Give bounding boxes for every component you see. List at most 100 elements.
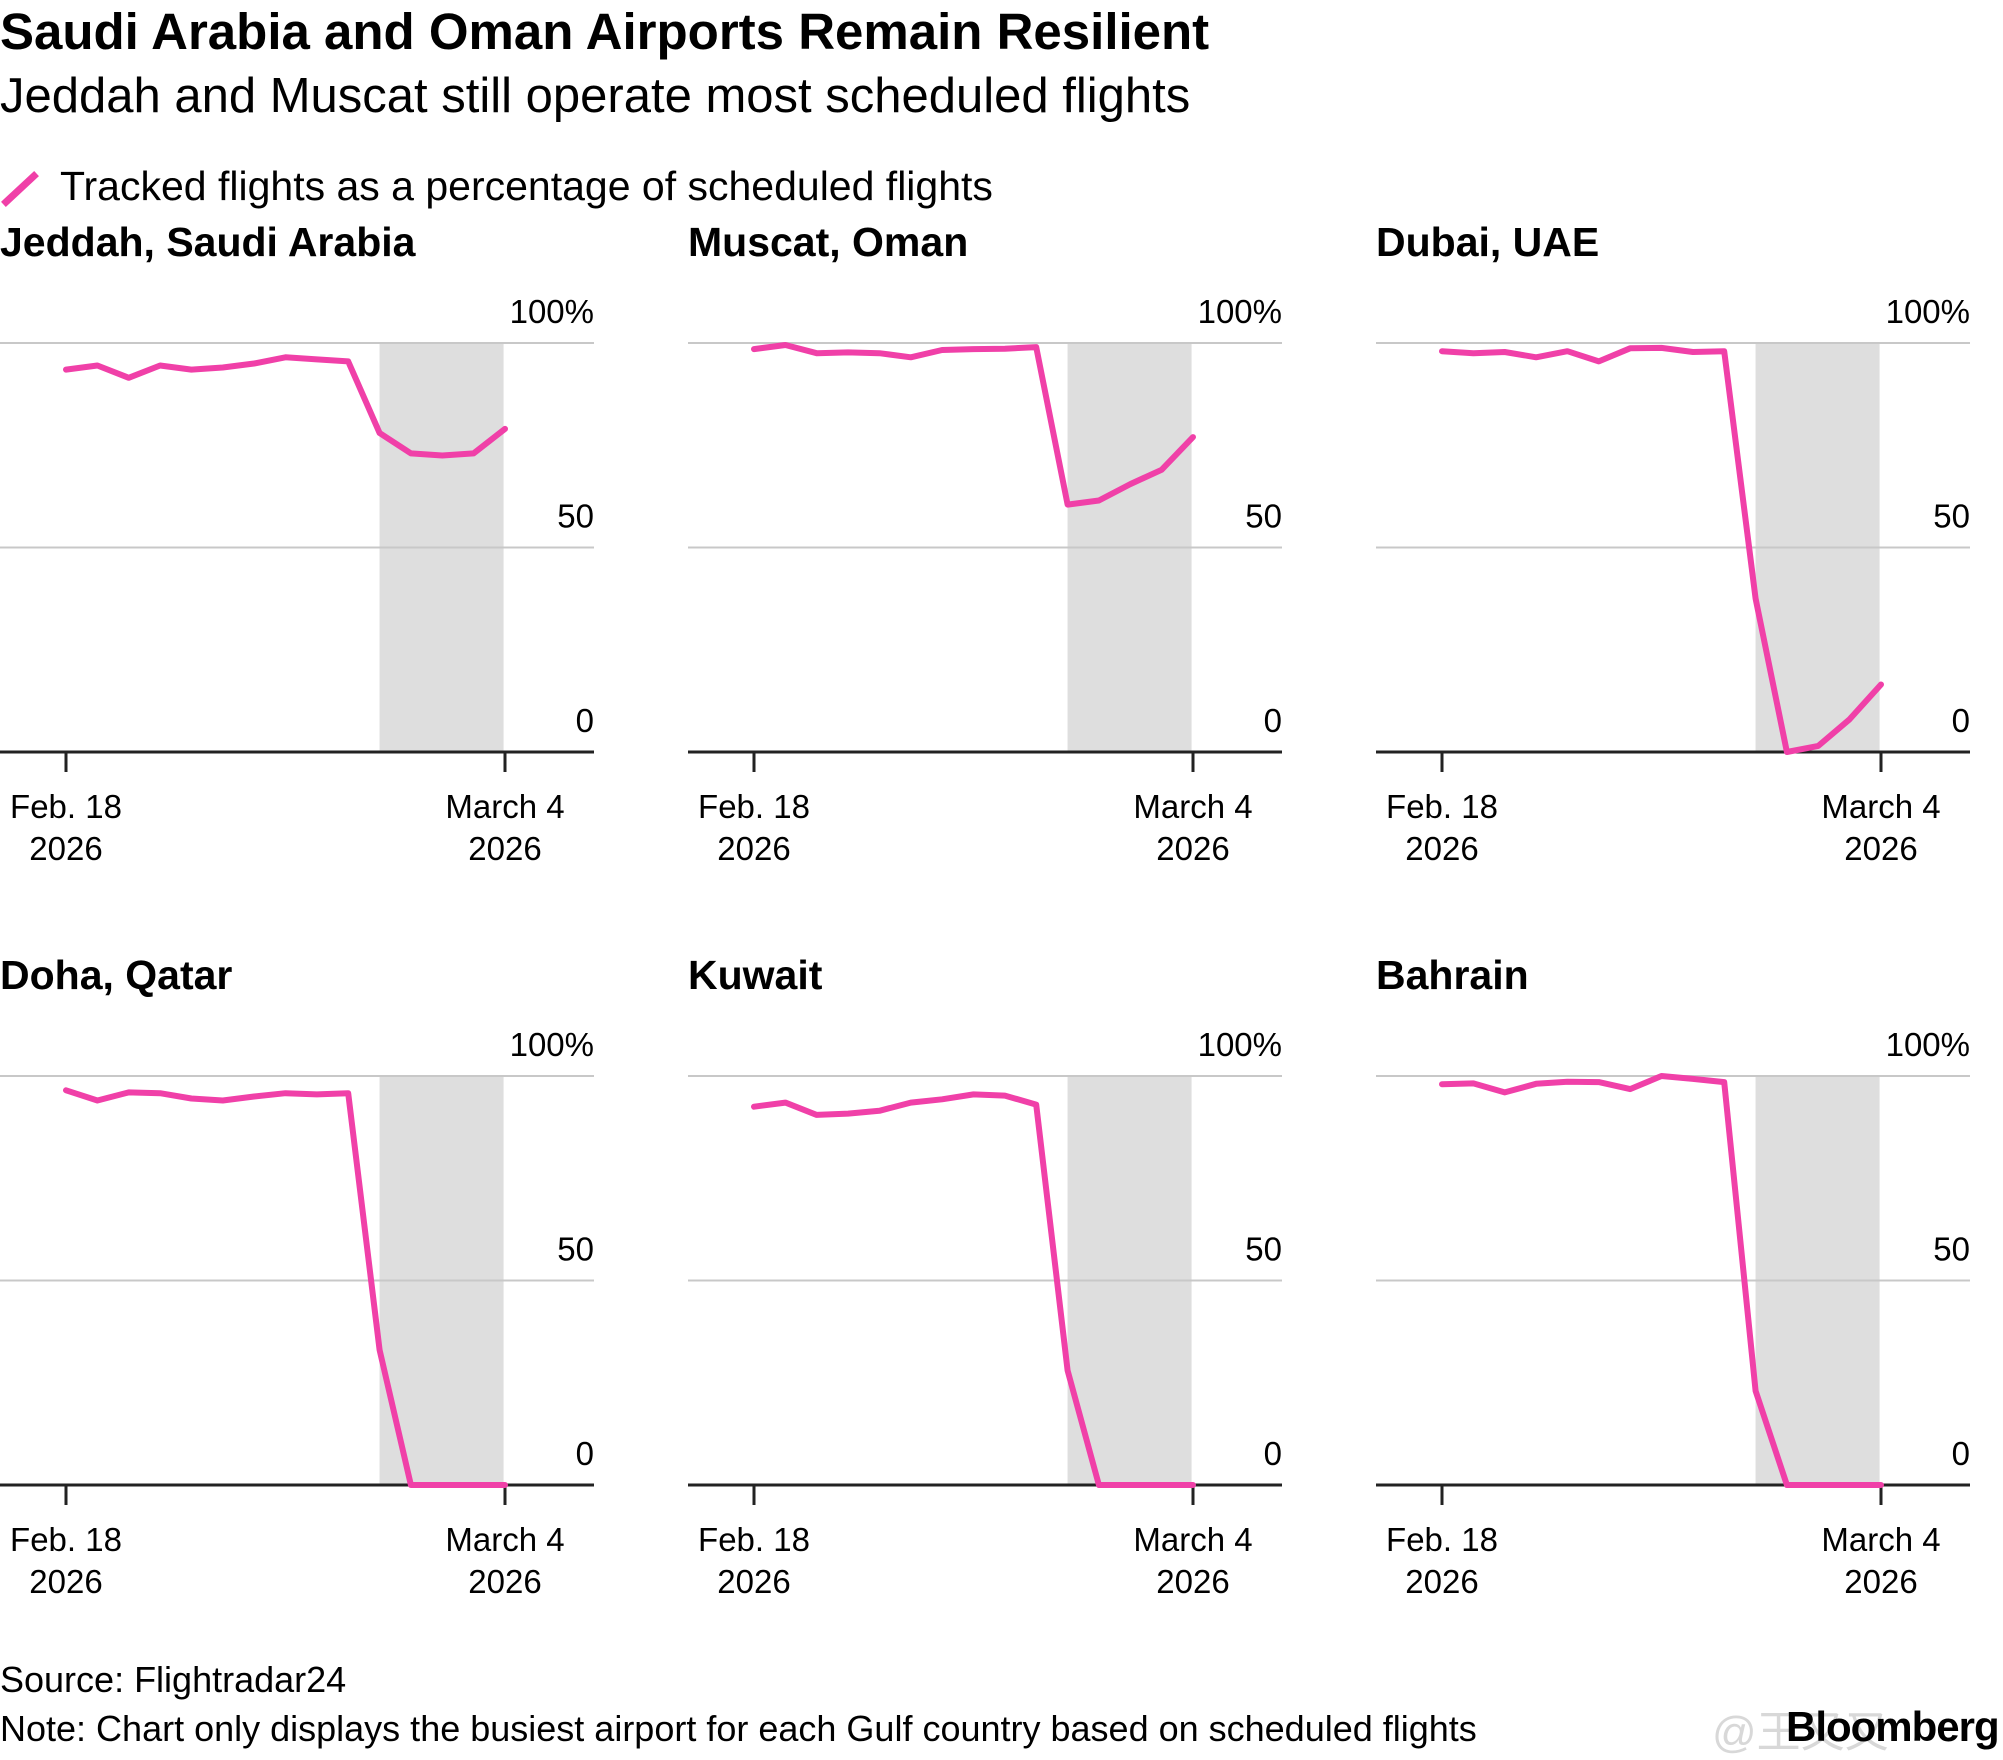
data-point (471, 1482, 477, 1488)
footnote: Note: Chart only displays the busiest ai… (0, 1708, 1477, 1749)
chart-panel-muscat-oman: Muscat, Oman 100% 50 0 Feb. 18 2026 March 4 202… (688, 219, 1282, 867)
data-point (1127, 1482, 1133, 1488)
data-point (63, 367, 69, 373)
x-tick-year-label: 2026 (468, 830, 541, 867)
y-tick-label: 0 (576, 1435, 594, 1472)
data-point (1002, 346, 1008, 352)
panel-title: Kuwait (688, 952, 823, 998)
data-point (1878, 1482, 1884, 1488)
data-point (1815, 743, 1821, 749)
y-tick-label: 100% (1886, 1026, 1970, 1063)
data-point (939, 347, 945, 353)
data-point (1784, 749, 1790, 755)
data-point (408, 1482, 414, 1488)
data-point (1033, 1102, 1039, 1108)
data-point (845, 349, 851, 355)
data-point (971, 1091, 977, 1097)
data-point (283, 1090, 289, 1096)
data-point (377, 1347, 383, 1353)
data-point (1127, 481, 1133, 487)
y-tick-label: 0 (576, 702, 594, 739)
data-point (814, 350, 820, 356)
chart-panel-jeddah-saudi-arabia: Jeddah, Saudi Arabia 100% 50 0 Feb. 18 2026 Ma… (0, 219, 594, 867)
data-point (1033, 344, 1039, 350)
data-point (1470, 1080, 1476, 1086)
data-point (1439, 1081, 1445, 1087)
data-point (845, 1111, 851, 1117)
data-point (814, 1112, 820, 1118)
data-point (1564, 1079, 1570, 1085)
data-point (1439, 348, 1445, 354)
y-tick-label: 100% (510, 293, 594, 330)
x-tick-label: March 4 (445, 788, 564, 825)
data-point (502, 1482, 508, 1488)
data-point (1847, 716, 1853, 722)
x-tick-year-label: 2026 (717, 1563, 790, 1600)
data-point (1190, 434, 1196, 440)
y-tick-label: 0 (1952, 702, 1970, 739)
x-tick-label: Feb. 18 (10, 788, 122, 825)
data-point (1753, 1388, 1759, 1394)
data-point (188, 1095, 194, 1101)
y-tick-label: 100% (510, 1026, 594, 1063)
panel-title: Jeddah, Saudi Arabia (0, 219, 417, 265)
data-point (408, 450, 414, 456)
data-point (188, 367, 194, 373)
data-point (94, 362, 100, 368)
y-tick-label: 0 (1264, 702, 1282, 739)
data-point (1721, 1079, 1727, 1085)
pink-slash-line-icon (1, 171, 39, 207)
data-point (1690, 349, 1696, 355)
data-point (908, 354, 914, 360)
data-point (1502, 1089, 1508, 1095)
data-point (1847, 1482, 1853, 1488)
y-tick-label: 50 (1933, 498, 1970, 535)
x-tick-year-label: 2026 (717, 830, 790, 867)
data-point (1564, 348, 1570, 354)
data-point (1596, 358, 1602, 364)
legend: Tracked flights as a percentage of sched… (0, 158, 993, 214)
watermark-text: @王又又 (1712, 1708, 1889, 1757)
x-tick-label: March 4 (1821, 788, 1940, 825)
x-tick-label: March 4 (1133, 1521, 1252, 1558)
x-tick-year-label: 2026 (1844, 1563, 1917, 1600)
data-point (157, 362, 163, 368)
data-point (1627, 1086, 1633, 1092)
x-tick-label: Feb. 18 (10, 1521, 122, 1558)
data-point (876, 350, 882, 356)
series-line-kuwait (751, 1091, 1196, 1488)
panel-title: Doha, Qatar (0, 952, 232, 998)
data-point (345, 1090, 351, 1096)
series-line-doha-qatar (63, 1087, 508, 1488)
chart-panel-dubai-uae: Dubai, UAE 100% 50 0 Feb. 18 2026 March 4 2026 (1376, 219, 1970, 867)
data-point (1784, 1482, 1790, 1488)
data-point (251, 360, 257, 366)
data-point (751, 346, 757, 352)
data-point (1065, 1367, 1071, 1373)
data-point (908, 1100, 914, 1106)
data-point (251, 1093, 257, 1099)
y-tick-label: 100% (1886, 293, 1970, 330)
legend-label: Tracked flights as a percentage of sched… (60, 162, 993, 209)
x-tick-year-label: 2026 (1156, 830, 1229, 867)
x-tick-year-label: 2026 (1156, 1563, 1229, 1600)
panel-title: Bahrain (1376, 952, 1529, 998)
data-point (782, 342, 788, 348)
data-point (876, 1108, 882, 1114)
data-point (1815, 1482, 1821, 1488)
y-tick-label: 50 (1245, 498, 1282, 535)
chart-panel-bahrain: Bahrain 100% 50 0 Feb. 18 2026 March 4 2026 (1376, 952, 1970, 1600)
data-point (1159, 467, 1165, 473)
x-tick-year-label: 2026 (1405, 1563, 1478, 1600)
x-tick-label: Feb. 18 (1386, 788, 1498, 825)
x-tick-label: March 4 (1133, 788, 1252, 825)
series-line-muscat-oman (751, 342, 1196, 508)
x-tick-year-label: 2026 (1405, 830, 1478, 867)
y-tick-label: 50 (557, 1231, 594, 1268)
data-point (345, 358, 351, 364)
x-tick-label: Feb. 18 (698, 1521, 810, 1558)
y-tick-label: 100% (1198, 293, 1282, 330)
source-note: Source: Flightradar24 (0, 1659, 347, 1700)
x-tick-label: March 4 (1821, 1521, 1940, 1558)
